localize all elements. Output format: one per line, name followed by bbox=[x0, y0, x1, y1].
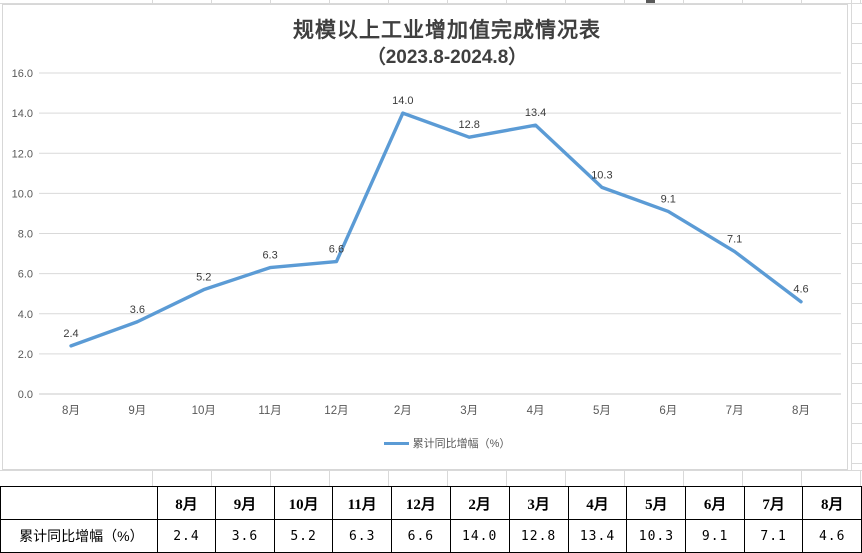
table-value-cell[interactable]: 14.0 bbox=[449, 519, 510, 553]
table-month-cell[interactable]: 6月 bbox=[685, 486, 745, 520]
table-month-cell[interactable]: 11月 bbox=[332, 486, 393, 520]
svg-text:12月: 12月 bbox=[324, 405, 348, 417]
svg-text:12.8: 12.8 bbox=[458, 119, 479, 131]
svg-text:8月: 8月 bbox=[792, 405, 810, 417]
svg-text:6月: 6月 bbox=[659, 405, 677, 417]
legend-line-marker bbox=[383, 441, 409, 445]
svg-text:5.2: 5.2 bbox=[196, 272, 211, 284]
svg-text:9.1: 9.1 bbox=[661, 193, 676, 205]
table-value-cell[interactable]: 10.3 bbox=[626, 519, 687, 553]
svg-text:3月: 3月 bbox=[460, 405, 478, 417]
svg-text:6.3: 6.3 bbox=[262, 250, 277, 262]
svg-text:7.1: 7.1 bbox=[727, 234, 742, 246]
svg-text:12.0: 12.0 bbox=[12, 148, 33, 160]
svg-text:16.0: 16.0 bbox=[12, 68, 33, 80]
svg-text:11月: 11月 bbox=[258, 405, 281, 417]
chart-subtitle: （2023.8-2024.8） bbox=[366, 47, 528, 68]
svg-text:2月: 2月 bbox=[394, 405, 412, 417]
table-value-cell[interactable]: 3.6 bbox=[215, 519, 275, 553]
table-value-cell[interactable]: 6.6 bbox=[391, 519, 451, 553]
svg-text:5月: 5月 bbox=[593, 405, 611, 417]
table-value-cell[interactable]: 9.1 bbox=[685, 519, 745, 553]
svg-text:9月: 9月 bbox=[128, 405, 146, 417]
table-month-cell[interactable]: 10月 bbox=[273, 486, 334, 520]
svg-text:13.4: 13.4 bbox=[525, 107, 546, 119]
chart-title: 规模以上工业增加值完成情况表 bbox=[293, 19, 601, 42]
table-month-cell[interactable]: 8月 bbox=[156, 486, 217, 520]
svg-text:6.0: 6.0 bbox=[18, 269, 33, 281]
table-value-cell[interactable]: 6.3 bbox=[332, 519, 393, 553]
table-month-cell[interactable]: 8月 bbox=[802, 486, 862, 520]
svg-text:4月: 4月 bbox=[527, 405, 545, 417]
table-month-cell[interactable]: 7月 bbox=[743, 486, 804, 520]
svg-text:10月: 10月 bbox=[192, 405, 216, 417]
svg-text:8.0: 8.0 bbox=[18, 229, 33, 241]
table-month-cell[interactable]: 3月 bbox=[508, 486, 569, 520]
table-value-cell[interactable]: 4.6 bbox=[802, 519, 862, 553]
table-corner-cell[interactable] bbox=[0, 486, 158, 520]
table-month-cell[interactable]: 2月 bbox=[449, 486, 510, 520]
table-month-cell[interactable]: 12月 bbox=[391, 486, 451, 520]
table-value-cell[interactable]: 5.2 bbox=[273, 519, 334, 553]
svg-text:3.6: 3.6 bbox=[130, 304, 145, 316]
svg-text:14.0: 14.0 bbox=[392, 95, 413, 107]
table-month-cell[interactable]: 4月 bbox=[567, 486, 628, 520]
table-month-cell[interactable]: 9月 bbox=[215, 486, 275, 520]
line-plot: 0.0 2.0 4.0 6.0 8.0 10.0 12.0 14.0 16.0 8月 9月 10月 11… bbox=[12, 68, 841, 417]
top-edge-marker bbox=[646, 0, 655, 3]
legend-label: 累计同比增幅（%） bbox=[412, 438, 511, 450]
svg-text:2.0: 2.0 bbox=[18, 349, 33, 361]
table-header-row: 8月 9月 10月 11月 12月 2月 3月 4月 5月 6月 7月 8月 bbox=[0, 486, 862, 520]
svg-text:7月: 7月 bbox=[726, 405, 744, 417]
svg-text:10.3: 10.3 bbox=[591, 169, 612, 181]
svg-text:10.0: 10.0 bbox=[12, 188, 33, 200]
table-value-cell[interactable]: 12.8 bbox=[508, 519, 569, 553]
chart-legend: 累计同比增幅（%） bbox=[47, 435, 847, 451]
table-row-label[interactable]: 累计同比增幅（%） bbox=[0, 519, 158, 553]
svg-text:8月: 8月 bbox=[62, 405, 80, 417]
table-value-cell[interactable]: 2.4 bbox=[156, 519, 217, 553]
svg-text:4.0: 4.0 bbox=[18, 309, 33, 321]
svg-text:6.6: 6.6 bbox=[329, 244, 344, 256]
industrial-output-line-chart[interactable]: 0.0 2.0 4.0 6.0 8.0 10.0 12.0 14.0 16.0 8月 9月 10月 11… bbox=[2, 4, 848, 470]
svg-text:0.0: 0.0 bbox=[18, 389, 33, 401]
svg-text:4.6: 4.6 bbox=[793, 284, 808, 296]
table-month-cell[interactable]: 5月 bbox=[626, 486, 687, 520]
svg-text:14.0: 14.0 bbox=[12, 108, 33, 120]
table-value-cell[interactable]: 13.4 bbox=[567, 519, 628, 553]
table-value-cell[interactable]: 7.1 bbox=[743, 519, 804, 553]
data-table: 8月 9月 10月 11月 12月 2月 3月 4月 5月 6月 7月 8月 累计同比增幅（%） 2.… bbox=[0, 486, 862, 553]
svg-text:2.4: 2.4 bbox=[63, 328, 78, 340]
table-value-row: 累计同比增幅（%） 2.4 3.6 5.2 6.3 6.6 14.0 12.8 13.4 10.… bbox=[0, 519, 862, 553]
